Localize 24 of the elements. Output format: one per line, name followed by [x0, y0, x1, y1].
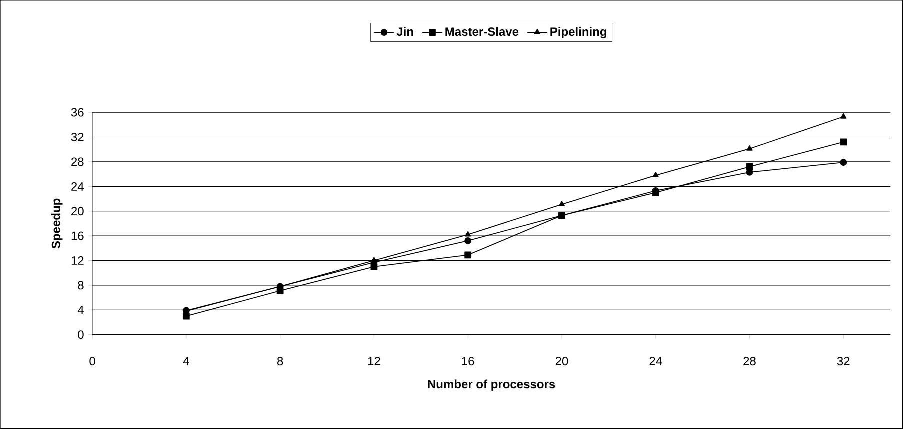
legend-label: Master-Slave: [446, 27, 519, 36]
x-tick-label: 28: [744, 356, 756, 366]
x-tick-label: 16: [462, 356, 474, 366]
x-axis-title: Number of processors: [428, 380, 556, 391]
y-tick-label: 24: [72, 182, 84, 191]
x-tick-label: 12: [368, 356, 380, 366]
x-tick-label: 32: [837, 356, 850, 366]
y-tick-label: 12: [72, 256, 84, 265]
y-tick-label: 8: [78, 281, 84, 290]
y-tick-label: 4: [78, 306, 84, 314]
y-tick-label: 20: [72, 206, 84, 216]
x-tick-label: 8: [277, 356, 284, 366]
x-tick-label: 0: [90, 356, 96, 366]
x-tick-label: 24: [650, 356, 662, 366]
legend-label: Pipelining: [550, 27, 606, 38]
y-tick-label: 16: [72, 232, 84, 240]
legend-label: Jin: [396, 27, 414, 36]
y-tick-label: 32: [71, 132, 84, 142]
x-tick-label: 4: [183, 356, 190, 366]
x-tick-label: 20: [556, 356, 568, 366]
y-axis-title: Speedup: [52, 198, 63, 249]
y-tick-label: 0: [78, 330, 84, 339]
y-tick-label: 36: [71, 108, 84, 117]
y-tick-label: 28: [72, 158, 84, 166]
